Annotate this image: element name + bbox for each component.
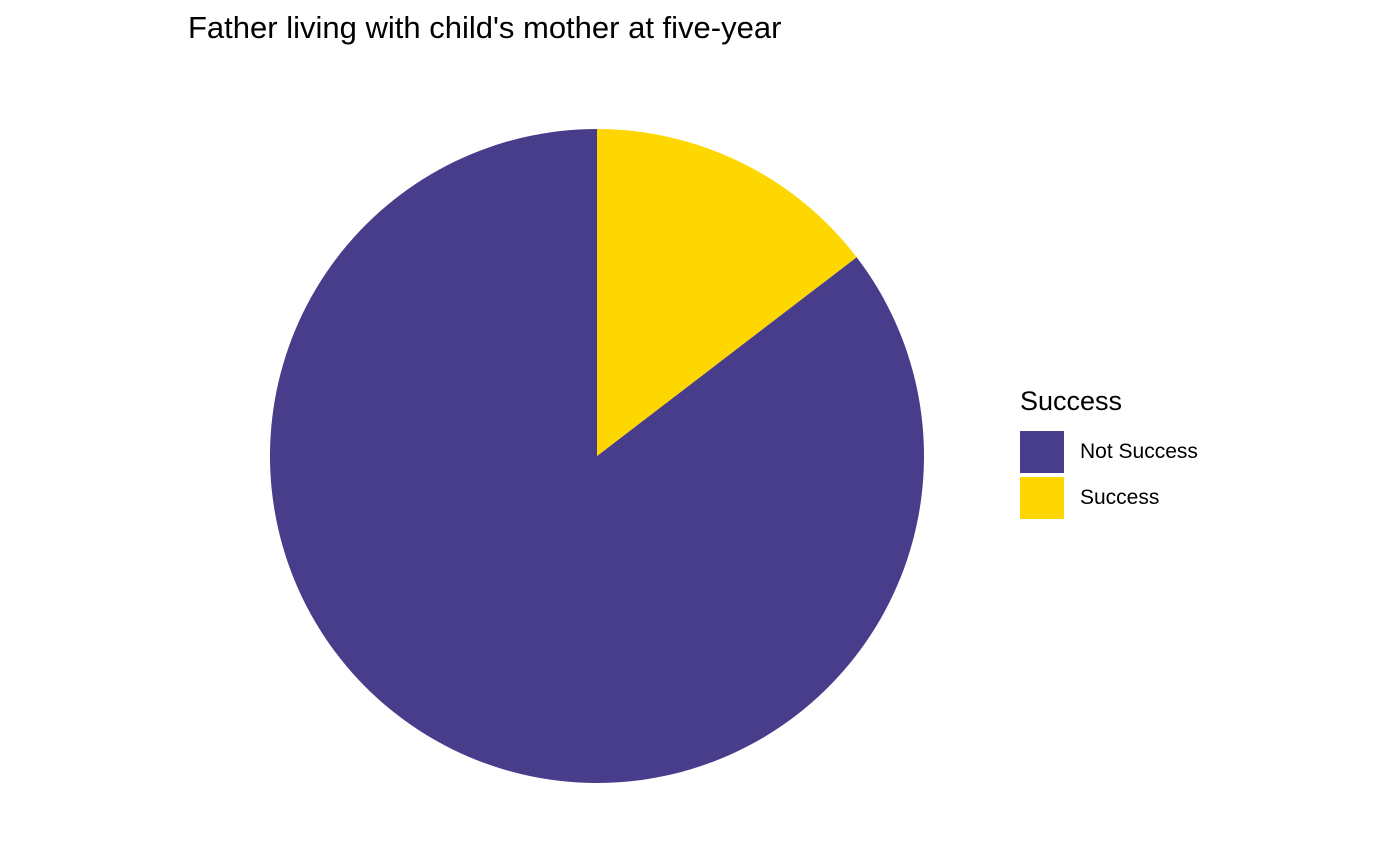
legend-item-not-success: Not Success (1020, 429, 1198, 475)
legend-title: Success (1020, 386, 1123, 416)
pie-slice-not-success (269, 129, 924, 783)
legend-swatch-success (1020, 477, 1064, 519)
legend-item-success: Success (1020, 475, 1198, 521)
legend-label-not-success: Not Success (1080, 440, 1198, 463)
legend: Success Not Success Success (1020, 386, 1198, 521)
chart-title: Father living with child's mother at fiv… (188, 10, 782, 45)
legend-swatch-not-success (1020, 431, 1064, 473)
pie-slice-success (597, 129, 857, 456)
legend-label-success: Success (1080, 486, 1160, 509)
